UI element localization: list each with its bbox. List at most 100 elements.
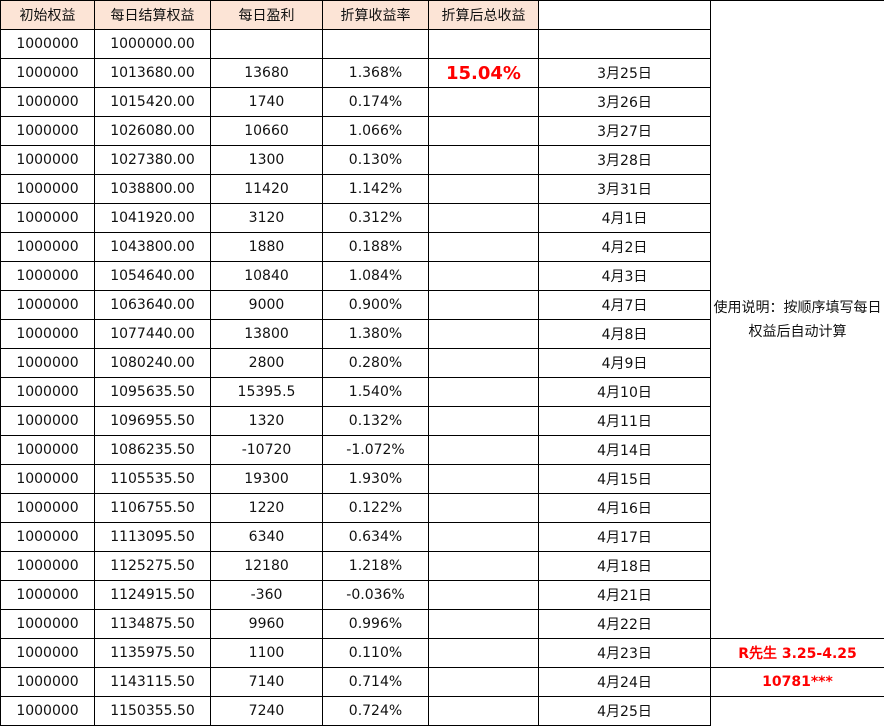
total-return-cell[interactable]: [428, 464, 539, 494]
total-return-cell[interactable]: [428, 261, 539, 291]
date-cell[interactable]: 3月25日: [538, 58, 711, 88]
return-rate-cell[interactable]: -0.036%: [322, 580, 429, 610]
daily-profit-cell[interactable]: 7140: [210, 667, 323, 697]
settlement-equity-cell[interactable]: 1096955.50: [94, 406, 211, 436]
return-rate-cell[interactable]: 0.174%: [322, 87, 429, 117]
initial-equity-cell[interactable]: 1000000: [0, 696, 95, 726]
daily-profit-cell[interactable]: [210, 29, 323, 59]
return-rate-cell[interactable]: 0.280%: [322, 348, 429, 378]
daily-profit-cell[interactable]: 12180: [210, 551, 323, 581]
date-cell[interactable]: 4月3日: [538, 261, 711, 291]
settlement-equity-cell[interactable]: 1000000.00: [94, 29, 211, 59]
daily-profit-cell[interactable]: 1320: [210, 406, 323, 436]
date-cell[interactable]: 4月8日: [538, 319, 711, 349]
daily-profit-cell[interactable]: 9960: [210, 609, 323, 639]
date-cell[interactable]: 4月23日: [538, 638, 711, 668]
total-return-cell[interactable]: [428, 638, 539, 668]
header-initial-equity[interactable]: 初始权益: [0, 0, 95, 30]
return-rate-cell[interactable]: 1.380%: [322, 319, 429, 349]
initial-equity-cell[interactable]: 1000000: [0, 377, 95, 407]
return-rate-cell[interactable]: 0.724%: [322, 696, 429, 726]
header-return-rate[interactable]: 折算收益率: [322, 0, 429, 30]
return-rate-cell[interactable]: 0.714%: [322, 667, 429, 697]
return-rate-cell[interactable]: 1.540%: [322, 377, 429, 407]
total-return-cell[interactable]: [428, 116, 539, 146]
total-return-cell[interactable]: [428, 174, 539, 204]
date-cell[interactable]: 3月27日: [538, 116, 711, 146]
return-rate-cell[interactable]: 0.634%: [322, 522, 429, 552]
date-cell[interactable]: 4月22日: [538, 609, 711, 639]
settlement-equity-cell[interactable]: 1125275.50: [94, 551, 211, 581]
settlement-equity-cell[interactable]: 1026080.00: [94, 116, 211, 146]
date-cell[interactable]: 4月18日: [538, 551, 711, 581]
initial-equity-cell[interactable]: 1000000: [0, 29, 95, 59]
header-daily-profit[interactable]: 每日盈利: [210, 0, 323, 30]
total-return-cell[interactable]: [428, 87, 539, 117]
initial-equity-cell[interactable]: 1000000: [0, 203, 95, 233]
daily-profit-cell[interactable]: 7240: [210, 696, 323, 726]
date-cell[interactable]: 4月11日: [538, 406, 711, 436]
date-cell[interactable]: 4月25日: [538, 696, 711, 726]
daily-profit-cell[interactable]: -360: [210, 580, 323, 610]
initial-equity-cell[interactable]: 1000000: [0, 232, 95, 262]
return-rate-cell[interactable]: 0.122%: [322, 493, 429, 523]
date-cell[interactable]: 4月7日: [538, 290, 711, 320]
initial-equity-cell[interactable]: 1000000: [0, 667, 95, 697]
return-rate-cell[interactable]: 1.368%: [322, 58, 429, 88]
date-cell[interactable]: 4月9日: [538, 348, 711, 378]
total-return-cell[interactable]: [428, 696, 539, 726]
daily-profit-cell[interactable]: 15395.5: [210, 377, 323, 407]
total-return-cell[interactable]: [428, 348, 539, 378]
daily-profit-cell[interactable]: 3120: [210, 203, 323, 233]
return-rate-cell[interactable]: 1.084%: [322, 261, 429, 291]
settlement-equity-cell[interactable]: 1043800.00: [94, 232, 211, 262]
date-cell[interactable]: 4月1日: [538, 203, 711, 233]
settlement-equity-cell[interactable]: 1095635.50: [94, 377, 211, 407]
return-rate-cell[interactable]: 0.900%: [322, 290, 429, 320]
initial-equity-cell[interactable]: 1000000: [0, 435, 95, 465]
initial-equity-cell[interactable]: 1000000: [0, 145, 95, 175]
initial-equity-cell[interactable]: 1000000: [0, 58, 95, 88]
initial-equity-cell[interactable]: 1000000: [0, 493, 95, 523]
initial-equity-cell[interactable]: 1000000: [0, 319, 95, 349]
return-rate-cell[interactable]: 1.142%: [322, 174, 429, 204]
total-return-cell[interactable]: [428, 406, 539, 436]
settlement-equity-cell[interactable]: 1041920.00: [94, 203, 211, 233]
settlement-equity-cell[interactable]: 1080240.00: [94, 348, 211, 378]
initial-equity-cell[interactable]: 1000000: [0, 116, 95, 146]
date-cell[interactable]: 4月16日: [538, 493, 711, 523]
date-cell[interactable]: 4月17日: [538, 522, 711, 552]
settlement-equity-cell[interactable]: 1106755.50: [94, 493, 211, 523]
daily-profit-cell[interactable]: -10720: [210, 435, 323, 465]
settlement-equity-cell[interactable]: 1135975.50: [94, 638, 211, 668]
total-return-cell[interactable]: [428, 435, 539, 465]
date-cell[interactable]: 3月26日: [538, 87, 711, 117]
daily-profit-cell[interactable]: 1740: [210, 87, 323, 117]
date-cell[interactable]: 4月21日: [538, 580, 711, 610]
return-rate-cell[interactable]: 1.066%: [322, 116, 429, 146]
initial-equity-cell[interactable]: 1000000: [0, 522, 95, 552]
daily-profit-cell[interactable]: 10660: [210, 116, 323, 146]
daily-profit-cell[interactable]: 2800: [210, 348, 323, 378]
daily-profit-cell[interactable]: 1300: [210, 145, 323, 175]
settlement-equity-cell[interactable]: 1105535.50: [94, 464, 211, 494]
total-return-cell[interactable]: [428, 609, 539, 639]
settlement-equity-cell[interactable]: 1124915.50: [94, 580, 211, 610]
settlement-equity-cell[interactable]: 1015420.00: [94, 87, 211, 117]
total-return-cell[interactable]: [428, 29, 539, 59]
header-daily-settlement-equity[interactable]: 每日结算权益: [94, 0, 211, 30]
total-return-cell[interactable]: [428, 667, 539, 697]
daily-profit-cell[interactable]: 11420: [210, 174, 323, 204]
total-return-cell[interactable]: [428, 232, 539, 262]
header-total-return[interactable]: 折算后总收益: [428, 0, 539, 30]
settlement-equity-cell[interactable]: 1150355.50: [94, 696, 211, 726]
initial-equity-cell[interactable]: 1000000: [0, 174, 95, 204]
date-cell[interactable]: 3月28日: [538, 145, 711, 175]
header-date[interactable]: [538, 0, 711, 30]
return-rate-cell[interactable]: 0.110%: [322, 638, 429, 668]
total-return-cell[interactable]: [428, 377, 539, 407]
account-id-label[interactable]: 10781***: [710, 667, 884, 697]
return-rate-cell[interactable]: 0.130%: [322, 145, 429, 175]
total-return-cell[interactable]: [428, 551, 539, 581]
return-rate-cell[interactable]: [322, 29, 429, 59]
